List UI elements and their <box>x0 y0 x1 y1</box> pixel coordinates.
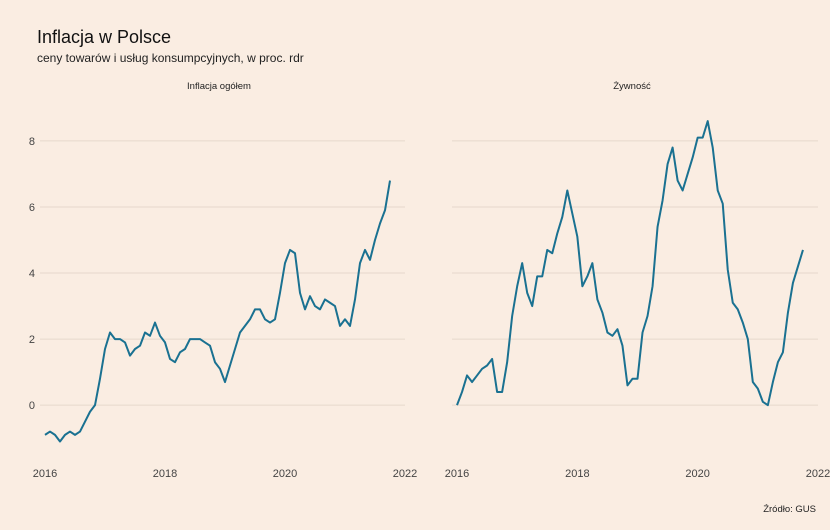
y-tick-label: 2 <box>29 334 35 346</box>
x-tick-label: 2022 <box>806 468 830 480</box>
panel-inflacja-ogolem: Inflacja ogółem 0 2 4 6 8 2016 2018 2020 2022 <box>29 81 417 480</box>
panel-zywnosc: Żywność 2016 2018 2020 2022 <box>445 81 830 480</box>
source-caption: Źródło: GUS <box>763 504 816 515</box>
series-line <box>44 180 391 443</box>
chart-subtitle: ceny towarów i usług konsumpcyjnych, w p… <box>37 51 304 65</box>
y-tick-label: 8 <box>29 136 35 148</box>
y-tick-label: 4 <box>29 268 35 280</box>
x-tick-label: 2018 <box>153 468 177 480</box>
series-line <box>456 120 804 407</box>
y-tick-label: 6 <box>29 202 35 214</box>
x-tick-label: 2016 <box>445 468 469 480</box>
x-tick-label: 2022 <box>393 468 417 480</box>
x-tick-label: 2016 <box>33 468 57 480</box>
x-tick-label: 2020 <box>685 468 709 480</box>
x-tick-label: 2018 <box>565 468 589 480</box>
y-tick-label: 0 <box>29 400 35 412</box>
chart-title: Inflacja w Polsce <box>37 27 172 47</box>
x-tick-label: 2020 <box>273 468 297 480</box>
panel-title-zywnosc: Żywność <box>613 81 651 92</box>
panel-title-inflacja-ogolem: Inflacja ogółem <box>187 81 251 92</box>
